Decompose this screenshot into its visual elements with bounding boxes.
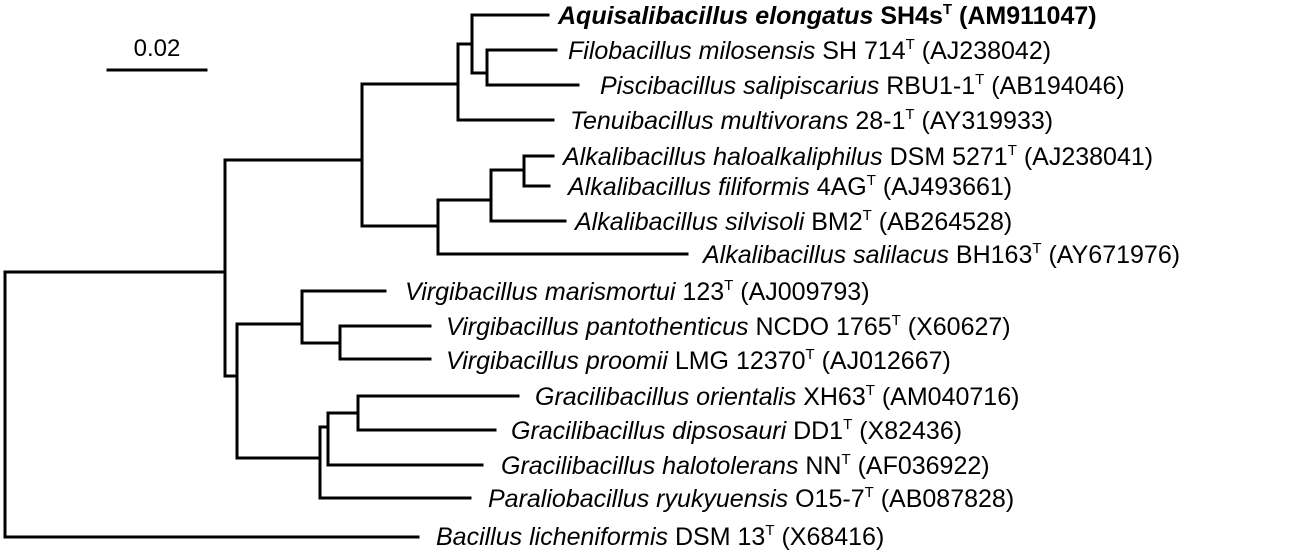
leaf-label-virgibacillus-pantothenticus: Virgibacillus pantothenticus NCDO 1765T … — [446, 303, 1011, 341]
leaf-label-gracilibacillus-halotolerans: Gracilibacillus halotolerans NNT (AF0369… — [501, 442, 990, 480]
leaf-label-paraliobacillus-ryukyuensis: Paraliobacillus ryukyuensis O15-7T (AB08… — [488, 475, 1014, 513]
scale-bar-label: 0.02 — [134, 35, 181, 62]
leaf-label-filobacillus-milosensis: Filobacillus milosensis SH 714T (AJ23804… — [568, 27, 1051, 65]
leaf-label-alkalibacillus-salilacus: Alkalibacillus salilacus BH163T (AY67197… — [701, 231, 1180, 269]
leaf-label-piscibacillus-salipiscarius: Piscibacillus salipiscarius RBU1-1T (AB1… — [600, 62, 1125, 100]
leaf-label-tenuibacillus-multivorans: Tenuibacillus multivorans 28-1T (AY31993… — [570, 97, 1053, 135]
leaf-label-alkalibacillus-haloalkaliphilus: Alkalibacillus haloalkaliphilus DSM 5271… — [561, 133, 1153, 171]
leaf-label-virgibacillus-proomii: Virgibacillus proomii LMG 12370T (AJ0126… — [446, 337, 951, 375]
leaf-label-alkalibacillus-filiformis: Alkalibacillus filiformis 4AGT (AJ493661… — [566, 163, 1012, 201]
leaf-labels: Aquisalibacillus elongatus SH4sT (AM9110… — [405, 0, 1180, 551]
leaf-label-gracilibacillus-dipsosauri: Gracilibacillus dipsosauri DD1T (X82436) — [511, 407, 962, 445]
leaf-label-bacillus-licheniformis: Bacillus licheniformis DSM 13T (X68416) — [436, 513, 884, 551]
tree-branches — [3, 13, 689, 539]
leaf-label-aquisalibacillus-elongatus: Aquisalibacillus elongatus SH4sT (AM9110… — [557, 0, 1097, 30]
scale-bar: 0.02 — [106, 35, 208, 72]
leaf-label-gracilibacillus-orientalis: Gracilibacillus orientalis XH63T (AM0407… — [535, 373, 1019, 411]
leaf-label-virgibacillus-marismortui: Virgibacillus marismortui 123T (AJ009793… — [405, 268, 870, 306]
leaf-label-alkalibacillus-silvisoli: Alkalibacillus silvisoli BM2T (AB264528) — [573, 198, 1012, 236]
